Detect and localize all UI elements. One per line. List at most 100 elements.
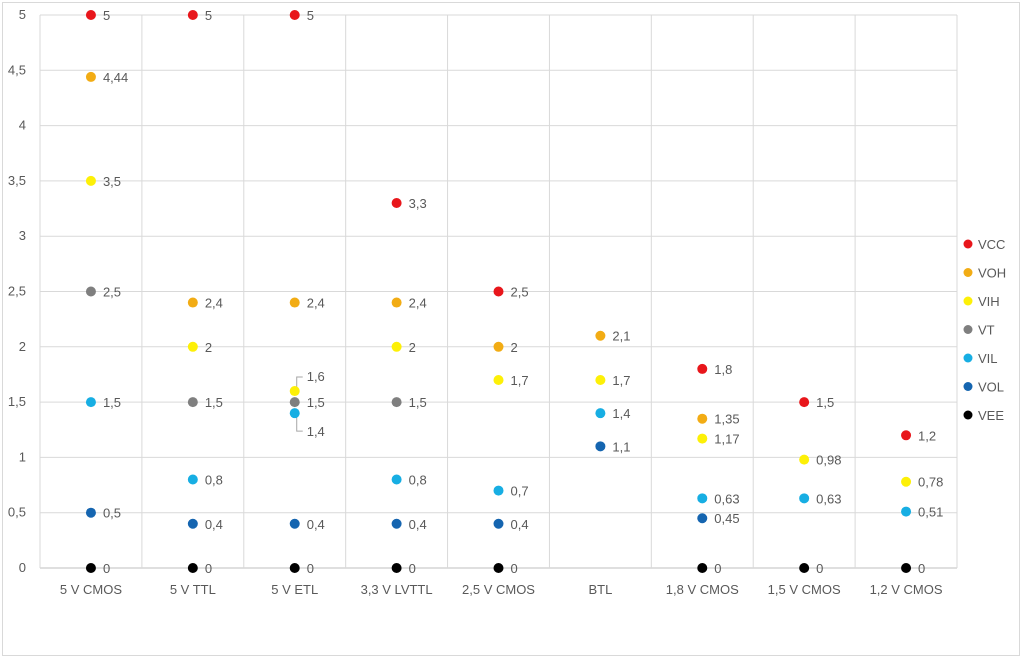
data-label: 1,7	[511, 373, 529, 388]
point-vih	[697, 433, 708, 444]
point-vil	[595, 408, 606, 419]
data-label: 0,4	[511, 517, 529, 532]
point-vcc	[85, 10, 96, 20]
y-tick-label: 2,5	[8, 284, 26, 299]
data-label: 0,4	[307, 517, 325, 532]
data-label: 3,5	[103, 174, 121, 189]
legend-label: VIL	[978, 351, 998, 366]
y-tick-label: 2	[19, 339, 26, 354]
data-label: 5	[103, 8, 110, 23]
data-label: 0	[816, 561, 823, 576]
y-tick-label: 3	[19, 228, 26, 243]
data-label: 0,51	[918, 505, 943, 520]
point-vil	[697, 493, 708, 504]
point-vee	[901, 563, 912, 573]
point-voh	[187, 297, 198, 308]
y-axis: 0 0,5 1 1,5 2 2,5 3 3,5 4 4,5 5	[8, 7, 26, 575]
data-label: 0	[103, 561, 110, 576]
point-vee	[85, 563, 96, 573]
data-label: 0,4	[409, 517, 427, 532]
data-label: 0	[409, 561, 416, 576]
point-vil	[799, 493, 810, 504]
point-vee	[391, 563, 402, 573]
x-category-label: 5 V ETL	[271, 582, 318, 597]
point-vcc	[901, 430, 912, 441]
point-vil	[391, 474, 402, 485]
legend-marker-vt	[963, 325, 973, 334]
data-label: 1,17	[714, 432, 739, 447]
data-label: 2,4	[205, 296, 223, 311]
legend: VCC VOH VIH VT VIL VOL VEE	[963, 237, 1006, 423]
point-vih	[85, 175, 96, 186]
legend-label: VT	[978, 323, 995, 338]
legend-label: VOL	[978, 380, 1004, 395]
point-voh	[493, 341, 504, 352]
legend-marker-vcc	[963, 239, 973, 249]
y-tick-label: 1	[19, 449, 26, 464]
point-vol	[85, 507, 96, 518]
point-vih	[595, 374, 606, 385]
data-labels: 5 5 5 3,3 2,5 1,8 1,5 1,2 4,44 2,4 2,4 2,4 2 2,1 1,35 3…	[103, 8, 943, 576]
point-voh	[289, 297, 300, 308]
data-label: 1,1	[612, 439, 630, 454]
data-label: 1,35	[714, 412, 739, 427]
data-label: 1,7	[612, 373, 630, 388]
x-category-label: 1,5 V CMOS	[768, 582, 841, 597]
point-vil	[85, 397, 96, 408]
point-vcc	[799, 397, 810, 408]
data-label: 1,5	[307, 395, 325, 410]
x-category-label: BTL	[588, 582, 612, 597]
data-label: 1,5	[205, 395, 223, 410]
legend-label: VCC	[978, 237, 1005, 252]
data-label: 1,5	[409, 395, 427, 410]
data-label: 2	[409, 340, 416, 355]
data-label: 5	[205, 8, 212, 23]
point-vol	[595, 441, 606, 452]
point-vih	[493, 374, 504, 385]
data-label: 0	[205, 561, 212, 576]
point-vil	[289, 408, 300, 419]
point-vcc	[391, 198, 402, 209]
data-points	[85, 10, 912, 573]
data-label: 2	[511, 340, 518, 355]
point-vt	[391, 397, 402, 408]
point-vil	[901, 506, 912, 517]
data-label: 1,5	[816, 395, 834, 410]
point-vt	[289, 397, 300, 408]
point-vcc	[493, 286, 504, 297]
point-vol	[493, 518, 504, 529]
y-tick-label: 0,5	[8, 505, 26, 520]
legend-marker-vih	[963, 296, 973, 306]
legend-marker-voh	[963, 268, 973, 277]
point-vih	[289, 386, 300, 397]
point-vcc	[697, 363, 708, 374]
y-tick-label: 5	[19, 7, 26, 22]
data-label: 1,8	[714, 362, 732, 377]
data-label: 0,4	[205, 517, 223, 532]
data-label: 0	[307, 561, 314, 576]
data-label: 1,6	[307, 369, 325, 384]
data-label: 2,1	[612, 329, 630, 344]
legend-label: VOH	[978, 266, 1006, 281]
data-label: 2,5	[511, 285, 529, 300]
data-label: 0	[918, 561, 925, 576]
data-label: 1,5	[103, 395, 121, 410]
point-voh	[85, 71, 96, 82]
data-label: 0	[714, 561, 721, 576]
legend-label: VIH	[978, 294, 1000, 309]
y-tick-label: 4	[19, 118, 26, 133]
point-vol	[391, 518, 402, 529]
legend-marker-vol	[963, 382, 973, 391]
x-category-label: 5 V CMOS	[60, 582, 122, 597]
point-vol	[697, 513, 708, 524]
x-category-label: 5 V TTL	[170, 582, 216, 597]
point-vcc	[289, 10, 300, 20]
data-label: 1,4	[307, 424, 325, 439]
point-voh	[697, 413, 708, 424]
data-label: 2,4	[307, 296, 325, 311]
point-vih	[799, 454, 810, 465]
point-vee	[799, 563, 810, 573]
point-vcc	[187, 10, 198, 20]
